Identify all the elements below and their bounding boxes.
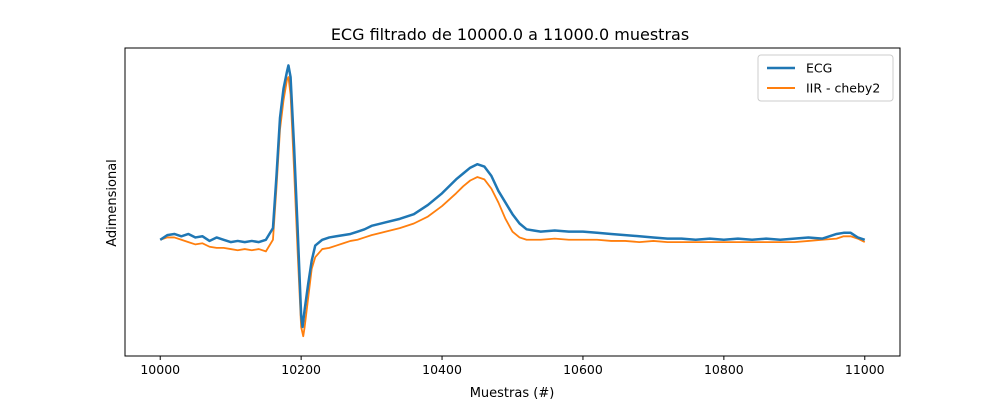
x-axis-ticks: 10000 10200 10400 10600 10800 11000 bbox=[140, 356, 885, 377]
legend: ECG IIR - cheby2 bbox=[757, 54, 894, 102]
x-axis-label: Muestras (#) bbox=[470, 386, 555, 400]
x-tick-label: 10000 bbox=[140, 362, 180, 377]
legend-box bbox=[757, 54, 894, 102]
y-axis-label: Adimensional bbox=[105, 159, 120, 247]
series-line-ecg bbox=[159, 64, 866, 329]
chart-title: ECG filtrado de 10000.0 a 11000.0 muestr… bbox=[331, 25, 689, 44]
x-tick-label: 10400 bbox=[422, 362, 462, 377]
axes-frame bbox=[124, 47, 901, 357]
x-tick-label: 10200 bbox=[281, 362, 321, 377]
series-line-iir-cheby2 bbox=[159, 76, 866, 338]
legend-label-ecg: ECG bbox=[806, 61, 832, 76]
plot-area bbox=[159, 64, 866, 338]
legend-label-iir: IIR - cheby2 bbox=[806, 81, 880, 96]
x-tick-label: 11000 bbox=[845, 362, 885, 377]
x-tick-label: 10800 bbox=[704, 362, 744, 377]
x-tick-label: 10600 bbox=[563, 362, 603, 377]
